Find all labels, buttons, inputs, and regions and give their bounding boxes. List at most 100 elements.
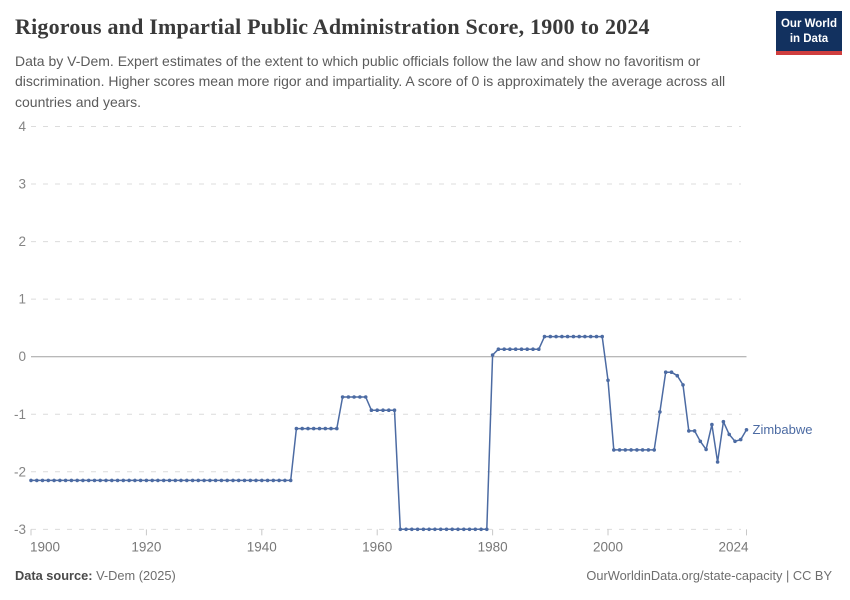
data-point[interactable] xyxy=(577,334,581,339)
data-point[interactable] xyxy=(617,448,622,452)
data-point[interactable] xyxy=(658,410,662,414)
data-point[interactable] xyxy=(738,437,743,442)
data-point[interactable] xyxy=(513,347,518,351)
data-point[interactable] xyxy=(323,426,328,431)
data-point[interactable] xyxy=(375,408,380,413)
data-point[interactable] xyxy=(669,370,674,375)
data-point[interactable] xyxy=(133,478,137,483)
data-point[interactable] xyxy=(352,395,356,399)
data-point[interactable] xyxy=(150,478,154,483)
data-point[interactable] xyxy=(63,478,68,483)
data-point[interactable] xyxy=(202,478,206,483)
data-point[interactable] xyxy=(283,478,287,483)
data-point[interactable] xyxy=(565,334,570,339)
data-point[interactable] xyxy=(346,395,351,399)
data-point[interactable] xyxy=(156,478,160,483)
data-point[interactable] xyxy=(208,478,212,483)
data-point[interactable] xyxy=(594,334,599,339)
data-point[interactable] xyxy=(392,408,397,413)
data-point[interactable] xyxy=(167,478,172,483)
data-point[interactable] xyxy=(277,478,281,483)
data-point[interactable] xyxy=(640,448,645,452)
data-point[interactable] xyxy=(213,478,218,483)
data-point[interactable] xyxy=(721,419,726,424)
data-point[interactable] xyxy=(40,478,45,483)
data-point[interactable] xyxy=(254,478,258,483)
data-point[interactable] xyxy=(444,527,449,532)
data-point[interactable] xyxy=(687,429,691,433)
data-point[interactable] xyxy=(410,527,414,532)
data-point[interactable] xyxy=(421,527,426,532)
data-point[interactable] xyxy=(29,478,33,483)
data-point[interactable] xyxy=(260,478,264,483)
data-point[interactable] xyxy=(225,478,229,483)
data-point[interactable] xyxy=(104,478,108,483)
data-point[interactable] xyxy=(427,527,431,532)
line-chart-canvas[interactable]: 4 3 2 1 0 -1 -2 -3 1900 1920 1940 1960 1980 2000 2024 Z… xyxy=(0,110,850,580)
data-point[interactable] xyxy=(704,447,708,452)
data-point[interactable] xyxy=(531,347,535,351)
data-point[interactable] xyxy=(98,478,102,483)
data-point[interactable] xyxy=(248,478,253,483)
data-point[interactable] xyxy=(663,370,668,375)
data-point[interactable] xyxy=(490,353,495,357)
data-point[interactable] xyxy=(398,527,403,532)
data-point[interactable] xyxy=(710,422,714,427)
data-point[interactable] xyxy=(69,478,74,483)
data-point[interactable] xyxy=(369,408,374,413)
data-point[interactable] xyxy=(236,478,241,483)
data-point[interactable] xyxy=(554,334,558,339)
data-point[interactable] xyxy=(502,347,507,351)
data-point[interactable] xyxy=(363,395,368,399)
data-point[interactable] xyxy=(219,478,224,483)
data-point[interactable] xyxy=(462,527,466,532)
data-point[interactable] xyxy=(537,347,541,351)
data-point[interactable] xyxy=(138,478,143,483)
data-point[interactable] xyxy=(715,460,720,464)
data-point[interactable] xyxy=(173,478,178,483)
data-point[interactable] xyxy=(329,426,333,431)
data-point[interactable] xyxy=(606,378,610,383)
data-point[interactable] xyxy=(479,527,483,532)
data-point[interactable] xyxy=(294,426,299,431)
data-point[interactable] xyxy=(698,439,703,444)
data-point[interactable] xyxy=(265,478,270,483)
data-point[interactable] xyxy=(485,527,489,532)
data-point[interactable] xyxy=(525,347,529,351)
data-point[interactable] xyxy=(231,478,235,483)
data-point[interactable] xyxy=(340,395,345,399)
data-point[interactable] xyxy=(692,429,697,433)
data-point[interactable] xyxy=(185,478,189,483)
credit-link[interactable]: OurWorldinData.org/state-capacity | CC B… xyxy=(586,568,832,583)
data-point[interactable] xyxy=(467,527,472,532)
series-line[interactable] xyxy=(31,335,748,531)
data-point[interactable] xyxy=(612,448,616,452)
data-point[interactable] xyxy=(179,478,183,483)
data-point[interactable] xyxy=(675,373,680,378)
data-point[interactable] xyxy=(58,478,62,483)
data-point[interactable] xyxy=(46,478,51,483)
data-point[interactable] xyxy=(473,527,478,532)
data-point[interactable] xyxy=(433,527,437,532)
data-point[interactable] xyxy=(415,527,420,532)
data-point[interactable] xyxy=(52,478,56,483)
data-point[interactable] xyxy=(652,448,656,452)
data-point[interactable] xyxy=(311,426,316,431)
data-point[interactable] xyxy=(727,432,731,437)
data-point[interactable] xyxy=(75,478,79,483)
data-point[interactable] xyxy=(456,527,460,532)
data-point[interactable] xyxy=(271,478,276,483)
data-point[interactable] xyxy=(127,478,131,483)
data-point[interactable] xyxy=(288,478,293,483)
data-point[interactable] xyxy=(560,334,564,339)
data-point[interactable] xyxy=(744,428,749,432)
data-point[interactable] xyxy=(548,334,553,339)
data-point[interactable] xyxy=(317,426,322,431)
owid-logo[interactable]: Our World in Data xyxy=(776,11,842,55)
entity-label[interactable]: Zimbabwe xyxy=(753,422,813,437)
data-point[interactable] xyxy=(583,334,587,339)
data-point[interactable] xyxy=(115,478,120,483)
data-point[interactable] xyxy=(161,478,166,483)
data-point[interactable] xyxy=(450,527,455,532)
data-point[interactable] xyxy=(300,426,305,431)
